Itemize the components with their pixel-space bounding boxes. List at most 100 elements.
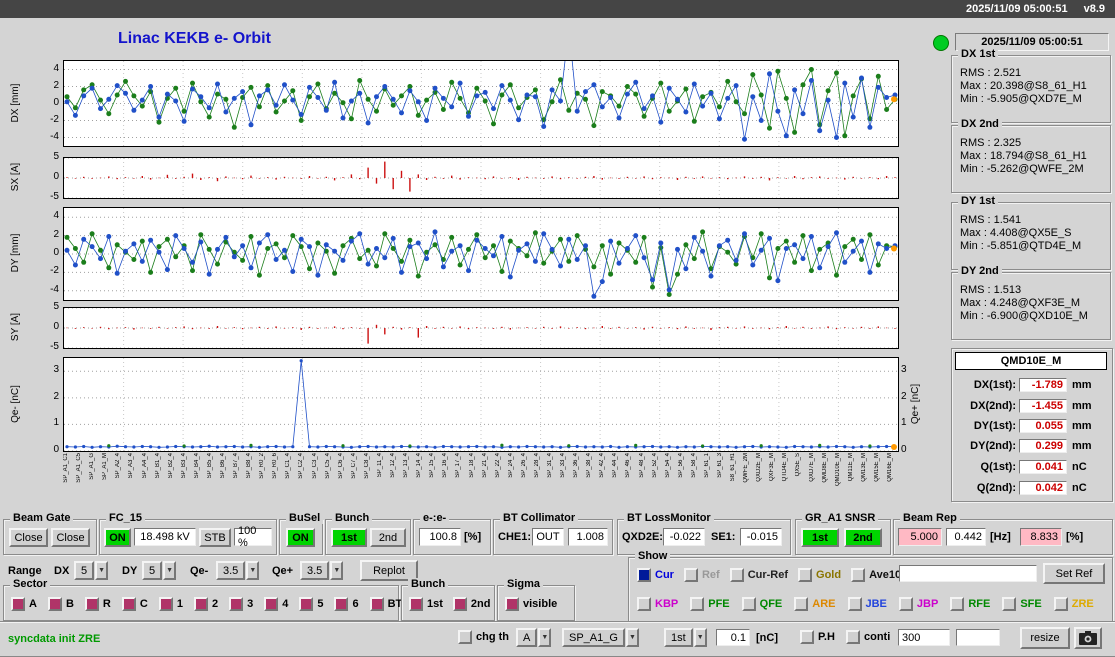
show-jbp[interactable]: JBP	[899, 597, 938, 611]
checkbox	[950, 597, 964, 611]
busel-on-button[interactable]: ON	[286, 528, 315, 547]
set-ref-button[interactable]: Set Ref	[1043, 563, 1105, 584]
sector-3[interactable]: 3	[229, 597, 253, 611]
mode-dropdown[interactable]: A ▼	[516, 628, 551, 647]
beam-gate-close-1-button[interactable]: Close	[9, 528, 48, 547]
x-axis-label: QM11E_M	[848, 453, 854, 481]
range-qem-value: 3.5	[216, 561, 245, 580]
range-dy-dropdown[interactable]: 5 ▼	[142, 561, 176, 580]
show-cur-ref[interactable]: Cur-Ref	[730, 568, 788, 582]
checkbox-label: B	[66, 598, 74, 610]
dx-plot[interactable]	[63, 60, 899, 147]
conti-label: conti	[864, 631, 890, 643]
busel-group: BuSel ON	[279, 519, 323, 555]
show-jbe[interactable]: JBE	[848, 597, 887, 611]
snsr-1st-button[interactable]: 1st	[801, 528, 839, 547]
x-axis-label: QXF3E_M	[769, 453, 775, 481]
chg-th-checkbox[interactable]: chg th	[458, 630, 509, 644]
show-qfe[interactable]: QFE	[742, 597, 783, 611]
ph-checkbox[interactable]: P.H	[800, 630, 835, 644]
bunch-group: Bunch 1st 2nd	[325, 519, 411, 555]
se1-display: -0.015	[740, 528, 782, 546]
beam-rep-actual-display: 0.442	[946, 528, 986, 546]
beam-rep-pct-display: 8.833	[1020, 528, 1062, 546]
sector-c[interactable]: C	[122, 597, 148, 611]
sector-a[interactable]: A	[11, 597, 37, 611]
x-axis-label: SP_38_4	[586, 453, 592, 478]
checkbox-label: R	[103, 598, 111, 610]
x-axis-label: SP_18_4	[469, 453, 475, 478]
bunch-1st[interactable]: 1st	[409, 597, 443, 611]
range-dx-value: 5	[74, 561, 94, 580]
fc15-percent-display: 100 %	[234, 528, 272, 546]
fc15-stb-button[interactable]: STB	[199, 528, 231, 547]
show-ave10[interactable]: Ave10	[851, 568, 901, 582]
sector-b[interactable]: B	[48, 597, 74, 611]
sy-axis-label: SY [A]	[9, 297, 23, 357]
monitor-select-dropdown[interactable]: SP_A1_G ▼	[562, 628, 639, 647]
checkbox	[122, 597, 136, 611]
camera-icon	[1079, 631, 1097, 645]
x-axis-label: SP_B1_4	[155, 453, 161, 478]
show-kbp[interactable]: KBP	[637, 597, 678, 611]
snapshot-button[interactable]	[1074, 627, 1102, 649]
x-axis-label: SP_B2_4	[168, 453, 174, 478]
checkbox	[637, 597, 651, 611]
show-rfe[interactable]: RFE	[950, 597, 990, 611]
sector-2[interactable]: 2	[194, 597, 218, 611]
sy-plot[interactable]	[63, 307, 899, 349]
x-axis-label: SP_48_4	[639, 453, 645, 478]
monitor-row-value: -1.455	[1019, 399, 1067, 413]
collimator-value-display: 1.008	[568, 528, 608, 546]
snsr-2nd-button[interactable]: 2nd	[844, 528, 882, 547]
beam-rep-group: Beam Rep 5.000 0.442 [Hz] 8.833 [%]	[893, 519, 1113, 555]
show-sfe[interactable]: SFE	[1002, 597, 1041, 611]
checkbox	[848, 597, 862, 611]
checkbox	[48, 597, 62, 611]
ref-input[interactable]	[899, 565, 1037, 582]
sector-6[interactable]: 6	[334, 597, 358, 611]
range-qem-dropdown[interactable]: 3.5 ▼	[216, 561, 259, 580]
sector-1[interactable]: 1	[159, 597, 183, 611]
monitor-title[interactable]: QMD10E_M	[955, 352, 1107, 370]
resize-button[interactable]: resize	[1020, 627, 1070, 649]
bunch-2nd[interactable]: 2nd	[453, 597, 491, 611]
show-ref[interactable]: Ref	[684, 568, 720, 582]
aux-input[interactable]	[956, 629, 1000, 646]
checkbox	[370, 597, 384, 611]
monitor-row: DX(1st): -1.789 mm	[954, 377, 1092, 392]
sector-r[interactable]: R	[85, 597, 111, 611]
sector-bt[interactable]: BT	[370, 597, 403, 611]
show-zre[interactable]: ZRE	[1054, 597, 1094, 611]
beam-gate-close-2-button[interactable]: Close	[51, 528, 90, 547]
bunch-2nd-button[interactable]: 2nd	[370, 528, 406, 547]
range-qep-dropdown[interactable]: 3.5 ▼	[300, 561, 343, 580]
x-axis-label: SP_C2_4	[298, 453, 304, 479]
status-message: syncdata init ZRE	[8, 633, 100, 645]
conti-checkbox[interactable]: conti	[846, 630, 890, 644]
mode-value: A	[516, 628, 537, 647]
monitor-row-value: 0.299	[1019, 439, 1067, 453]
range-dx-dropdown[interactable]: 5 ▼	[74, 561, 108, 580]
sx-plot[interactable]	[63, 157, 899, 199]
bunch-select-dropdown[interactable]: 1st ▼	[664, 628, 707, 647]
range-label: Range	[8, 565, 42, 577]
qe-plot[interactable]	[63, 357, 899, 452]
count-input[interactable]	[898, 629, 950, 646]
y-tick-label: 0	[35, 321, 59, 332]
sector-4[interactable]: 4	[264, 597, 288, 611]
stat-min: Min : -5.905@QXD7E_M	[960, 93, 1106, 105]
sector-5[interactable]: 5	[299, 597, 323, 611]
bt-collimator-title: BT Collimator	[500, 512, 578, 524]
checkbox-label: JBP	[917, 598, 938, 610]
threshold-input[interactable]	[716, 629, 750, 646]
show-pfe[interactable]: PFE	[690, 597, 729, 611]
show-gold[interactable]: Gold	[798, 568, 841, 582]
dy-plot[interactable]	[63, 207, 899, 301]
show-are[interactable]: ARE	[794, 597, 835, 611]
bunch-1st-button[interactable]: 1st	[331, 528, 367, 547]
sigma-visible[interactable]: visible	[505, 597, 557, 611]
x-axis-label: SP_C5_4	[325, 453, 331, 479]
fc15-on-button[interactable]: ON	[104, 528, 131, 547]
show-cur[interactable]: Cur	[637, 568, 674, 582]
